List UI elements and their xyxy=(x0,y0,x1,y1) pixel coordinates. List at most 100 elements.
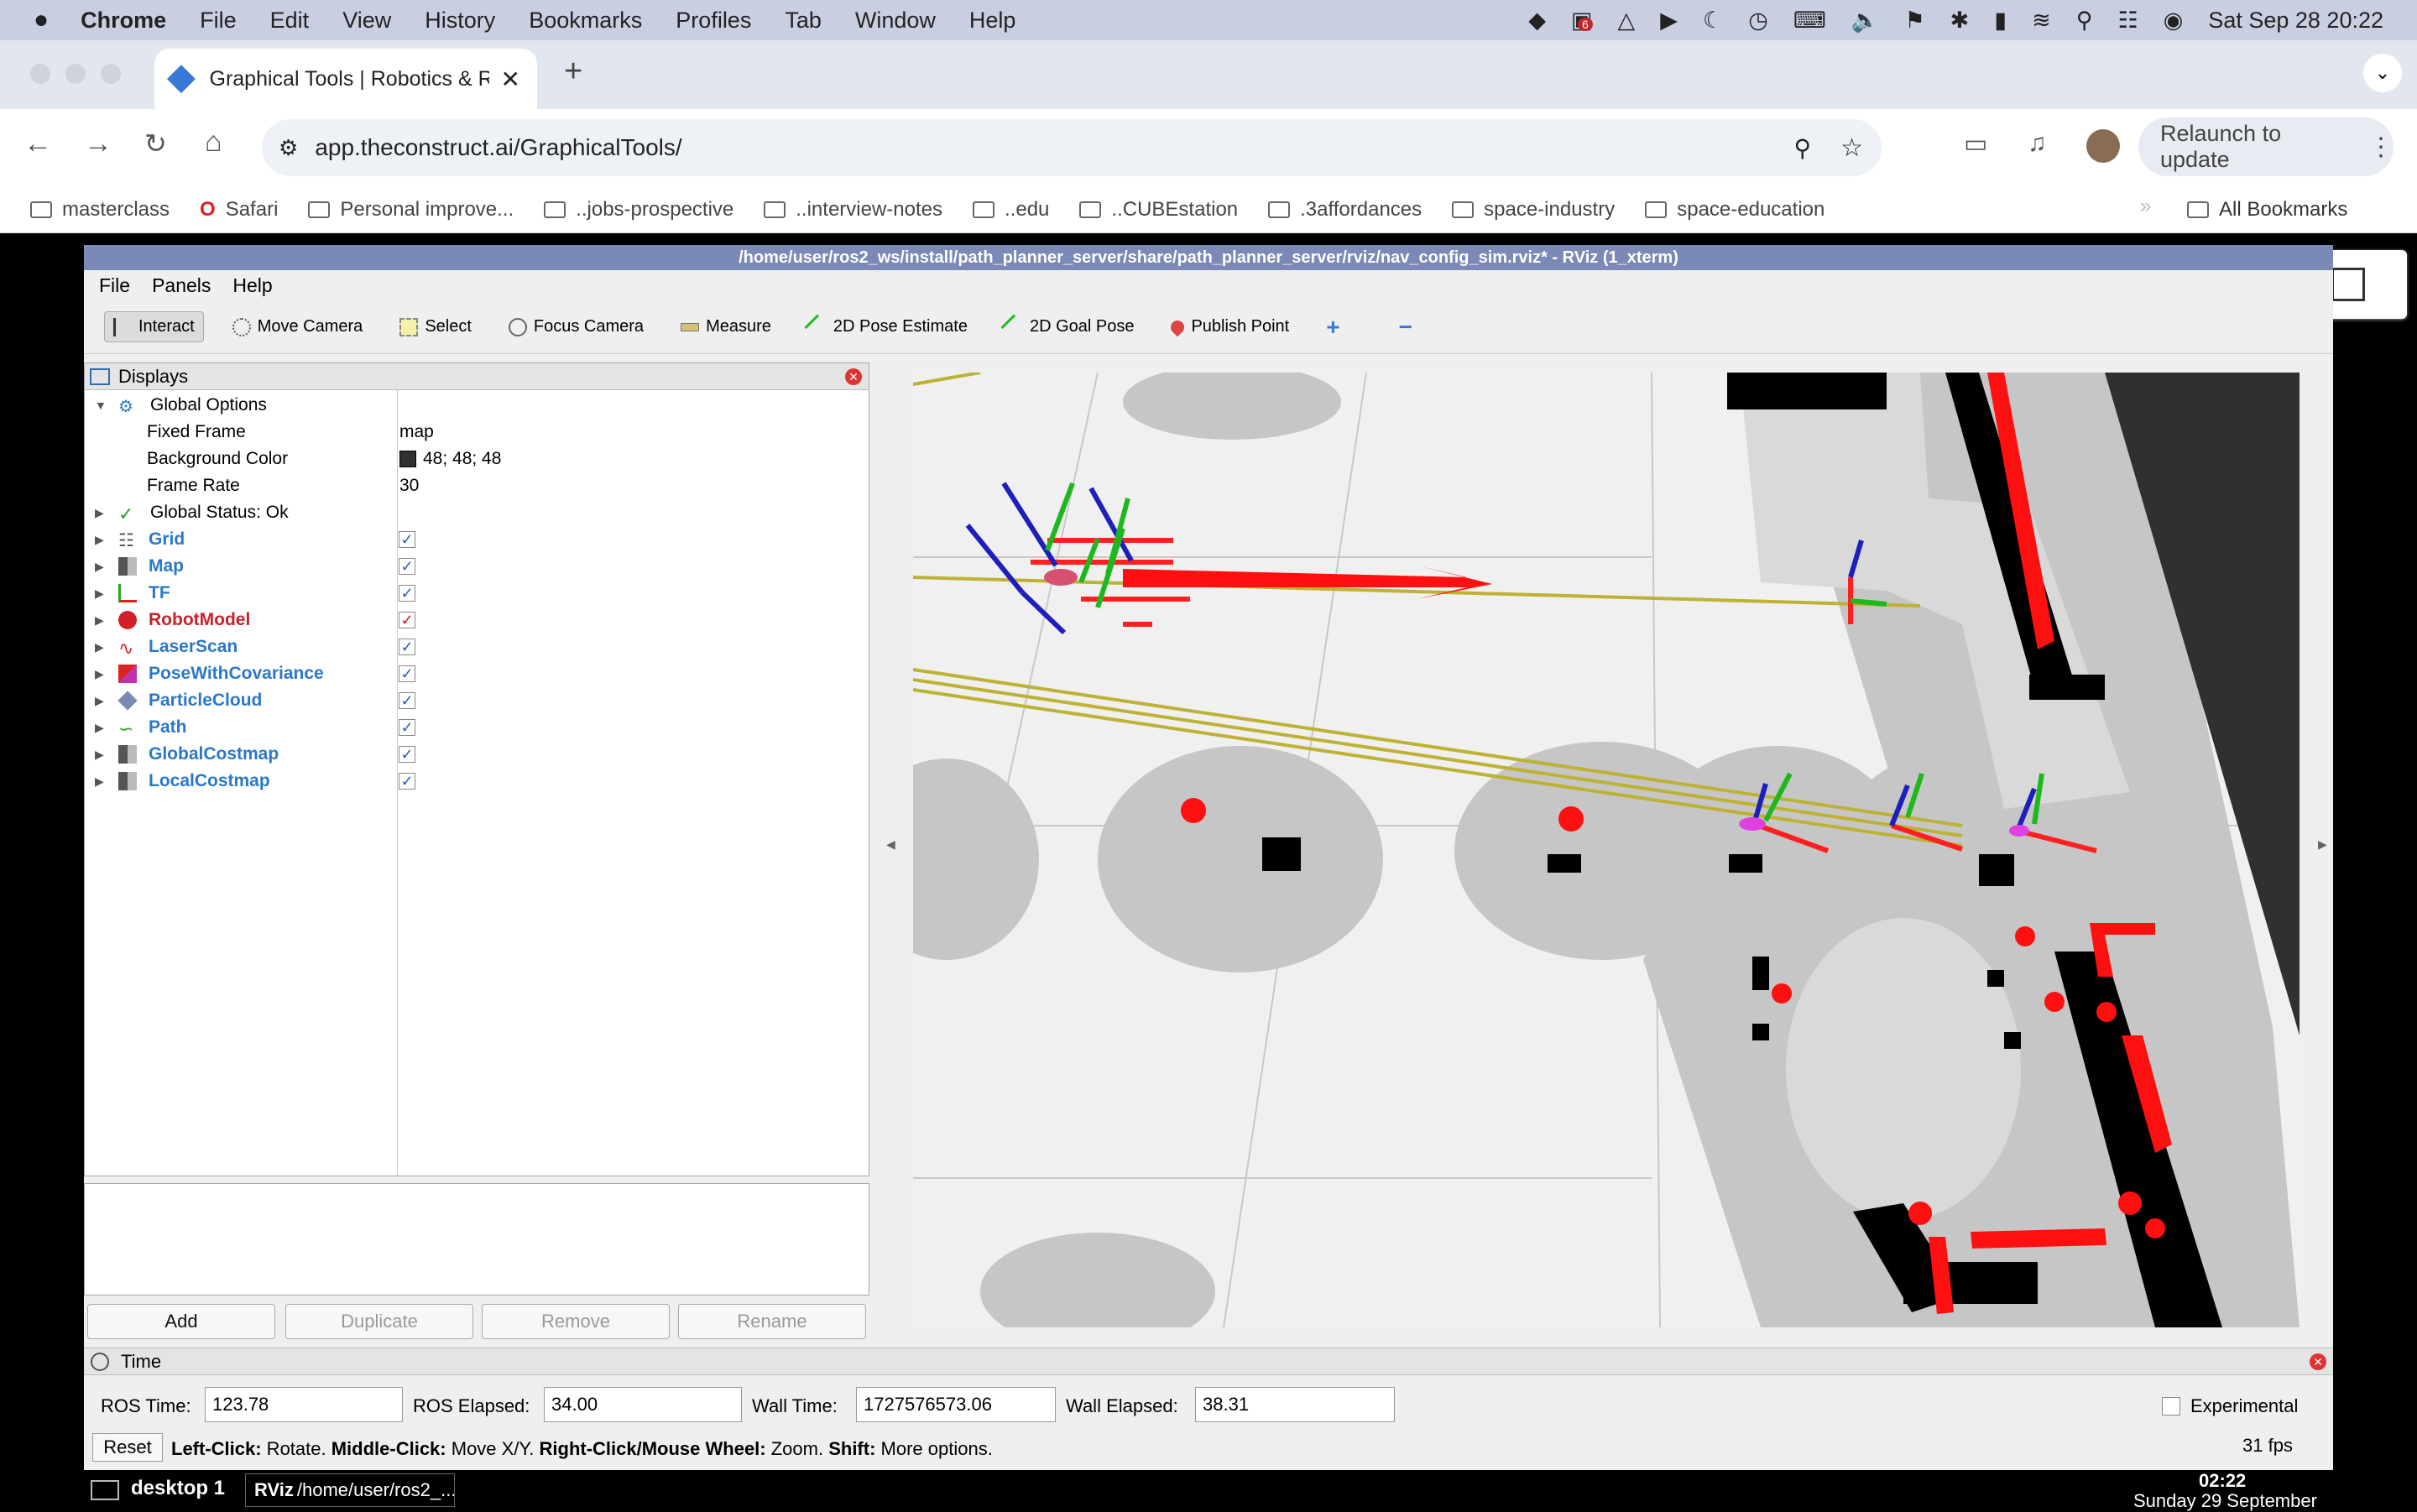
experimental-checkbox[interactable] xyxy=(2162,1397,2180,1416)
collapse-left-icon[interactable]: ◀ xyxy=(886,837,895,851)
menubar-edit[interactable]: Edit xyxy=(269,7,310,33)
bookmark-star-icon[interactable]: ☆ xyxy=(1840,133,1863,162)
tool-select[interactable]: Select xyxy=(391,312,480,342)
close-panel-icon[interactable]: ✕ xyxy=(2310,1353,2326,1370)
rviz-menu-panels[interactable]: Panels xyxy=(152,274,211,296)
tree-row-global-options[interactable]: ▼ ⚙ Global Options xyxy=(85,392,869,419)
menubar-app-name[interactable]: Chrome xyxy=(81,7,167,33)
display-checkbox-path[interactable]: ✓ xyxy=(399,719,415,736)
siri-icon[interactable]: ◉ xyxy=(2163,7,2184,33)
display-checkbox-localcostmap[interactable]: ✓ xyxy=(399,773,415,790)
tool-2d-pose-estimate[interactable]: 2D Pose Estimate xyxy=(800,312,976,342)
active-tab[interactable]: Graphical Tools | Robotics & R ✕ xyxy=(154,49,537,109)
battery-icon[interactable]: ▮ xyxy=(1994,7,2007,33)
menubar-window[interactable]: Window xyxy=(854,7,936,33)
all-bookmarks[interactable]: All Bookmarks xyxy=(2187,198,2347,222)
add-tool-icon[interactable]: + xyxy=(1326,313,1340,340)
tool-2d-goal-pose[interactable]: 2D Goal Pose xyxy=(996,312,1143,342)
reload-icon[interactable]: ↻ xyxy=(144,128,167,159)
display-checkbox-tf[interactable]: ✓ xyxy=(399,585,415,602)
display-checkbox-particlecloud[interactable]: ✓ xyxy=(399,692,415,709)
fixed-frame-value[interactable]: map xyxy=(399,422,434,441)
display-row-laserscan[interactable]: ▶ ∿ LaserScan ✓ xyxy=(85,633,869,660)
display-row-path[interactable]: ▶ ∽ Path ✓ xyxy=(85,714,869,741)
background-color-value[interactable]: 48; 48; 48 xyxy=(399,449,501,469)
collapsed-arrow-icon[interactable]: ▶ xyxy=(95,720,104,734)
collapsed-arrow-icon[interactable]: ▶ xyxy=(95,693,104,707)
3d-viewport[interactable] xyxy=(913,373,2300,1327)
tab-search-icon[interactable]: ⌄ xyxy=(2363,54,2402,92)
display-checkbox-posewithcovariance[interactable]: ✓ xyxy=(399,665,415,682)
taskbar-window-button[interactable]: RViz /home/user/ros2_... xyxy=(245,1473,455,1507)
bookmark-affordances[interactable]: .3affordances xyxy=(1268,198,1422,222)
collapsed-arrow-icon[interactable]: ▶ xyxy=(95,613,104,627)
menubar-history[interactable]: History xyxy=(425,7,496,33)
bookmark-personal[interactable]: Personal improve... xyxy=(308,198,514,222)
bookmarks-overflow[interactable]: » xyxy=(2140,195,2152,217)
control-center-icon[interactable]: ☷ xyxy=(2117,7,2138,33)
ros-elapsed-field[interactable]: 34.00 xyxy=(544,1387,742,1422)
moon-icon[interactable]: ☾ xyxy=(1703,7,1724,33)
close-panel-icon[interactable]: ✕ xyxy=(845,368,862,385)
display-checkbox-map[interactable]: ✓ xyxy=(399,558,415,575)
display-row-particlecloud[interactable]: ▶ ParticleCloud ✓ xyxy=(85,687,869,714)
frame-rate-value[interactable]: 30 xyxy=(399,476,420,495)
tree-row-background-color[interactable]: Background Color 48; 48; 48 xyxy=(85,446,869,472)
display-checkbox-grid[interactable]: ✓ xyxy=(399,531,415,548)
apple-icon[interactable]: ● xyxy=(34,6,50,34)
notification-icon[interactable]: ▣6 xyxy=(1571,8,1593,34)
remove-tool-icon[interactable]: − xyxy=(1398,313,1412,340)
drive-icon[interactable]: △ xyxy=(1617,7,1636,33)
expanded-arrow-icon[interactable]: ▼ xyxy=(95,399,107,412)
menubar-bookmarks[interactable]: Bookmarks xyxy=(529,7,643,33)
rviz-titlebar[interactable]: /home/user/ros2_ws/install/path_planner_… xyxy=(84,245,2333,270)
display-row-globalcostmap[interactable]: ▶ GlobalCostmap ✓ xyxy=(85,741,869,768)
remove-display-button[interactable]: Remove xyxy=(482,1304,670,1339)
display-row-robotmodel[interactable]: ▶ RobotModel ✓ xyxy=(85,607,869,633)
collapsed-arrow-icon[interactable]: ▶ xyxy=(95,639,104,654)
collapse-right-icon[interactable]: ▶ xyxy=(2318,837,2327,851)
tab-close-icon[interactable]: ✕ xyxy=(500,65,520,92)
desktop-icon[interactable] xyxy=(91,1480,119,1500)
wall-time-field[interactable]: 1727576573.06 xyxy=(856,1387,1056,1422)
ros-time-field[interactable]: 123.78 xyxy=(205,1387,403,1422)
rename-display-button[interactable]: Rename xyxy=(678,1304,866,1339)
bookmark-space-industry[interactable]: space-industry xyxy=(1452,198,1615,222)
tool-publish-point[interactable]: Publish Point xyxy=(1162,312,1297,342)
tool-measure[interactable]: Measure xyxy=(672,312,780,342)
tool-focus-camera[interactable]: Focus Camera xyxy=(500,312,652,342)
flag-icon[interactable]: ⚑ xyxy=(1904,7,1925,33)
site-info-icon[interactable]: ⚙ xyxy=(279,134,299,160)
viewport-scene[interactable] xyxy=(913,373,2300,1327)
dropbox-icon[interactable]: ◆ xyxy=(1528,7,1546,33)
display-row-localcostmap[interactable]: ▶ LocalCostmap ✓ xyxy=(85,768,869,795)
menubar-help[interactable]: Help xyxy=(968,7,1016,33)
bookmark-safari[interactable]: O Safari xyxy=(200,197,279,221)
display-checkbox-globalcostmap[interactable]: ✓ xyxy=(399,746,415,763)
display-checkbox-laserscan[interactable]: ✓ xyxy=(399,639,415,655)
collapsed-arrow-icon[interactable]: ▶ xyxy=(95,747,104,761)
bookmark-jobs[interactable]: ..jobs-prospective xyxy=(544,198,733,222)
tool-move-camera[interactable]: Move Camera xyxy=(224,312,372,342)
wall-elapsed-field[interactable]: 38.31 xyxy=(1195,1387,1395,1422)
bookmark-cubestation[interactable]: ..CUBEstation xyxy=(1079,198,1238,222)
tree-row-frame-rate[interactable]: Frame Rate 30 xyxy=(85,472,869,499)
menubar-profiles[interactable]: Profiles xyxy=(676,7,752,33)
bookmark-masterclass[interactable]: masterclass xyxy=(30,198,170,222)
rviz-menu-help[interactable]: Help xyxy=(232,274,273,296)
tree-row-fixed-frame[interactable]: Fixed Frame map xyxy=(85,419,869,446)
url-text[interactable]: app.theconstruct.ai/GraphicalTools/ xyxy=(315,134,682,160)
menubar-view[interactable]: View xyxy=(342,7,392,33)
rviz-menu-file[interactable]: File xyxy=(99,274,131,296)
profile-avatar[interactable] xyxy=(2086,129,2120,163)
add-display-button[interactable]: Add xyxy=(87,1304,275,1339)
new-tab-button[interactable]: + xyxy=(564,54,583,89)
duplicate-display-button[interactable]: Duplicate xyxy=(285,1304,473,1339)
desktop-label[interactable]: desktop 1 xyxy=(131,1477,226,1499)
bookmark-interview[interactable]: ..interview-notes xyxy=(764,198,942,222)
display-checkbox-robotmodel[interactable]: ✓ xyxy=(399,612,415,628)
collapsed-arrow-icon[interactable]: ▶ xyxy=(95,586,104,600)
more-menu-icon[interactable]: ⋮ xyxy=(2368,133,2394,161)
tree-row-global-status[interactable]: ▶ ✓ Global Status: Ok xyxy=(85,499,869,526)
menubar-tab[interactable]: Tab xyxy=(785,7,822,33)
